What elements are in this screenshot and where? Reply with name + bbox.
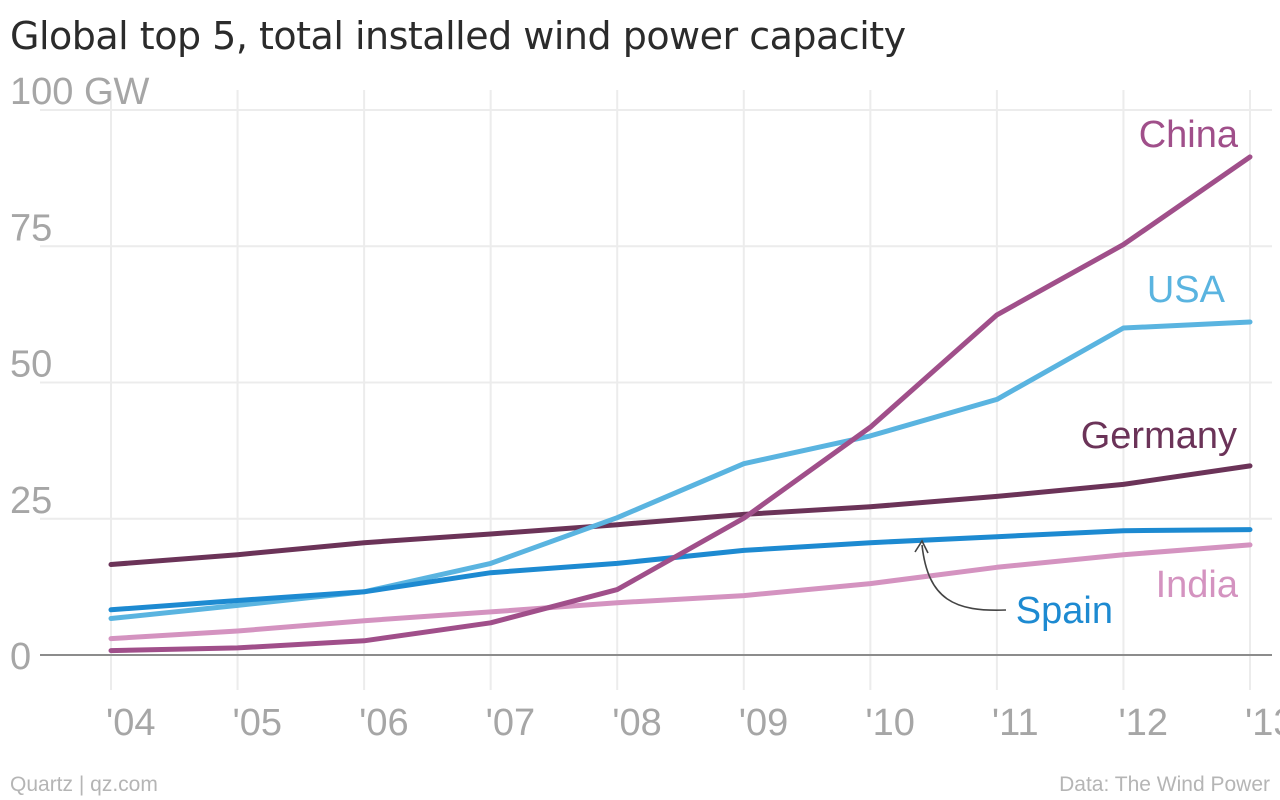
source-credit: Quartz | qz.com [10, 773, 158, 796]
x-tick-label: '10 [865, 702, 915, 744]
y-axis-ticks: 0 25 50 75 100 GW [10, 71, 150, 678]
gridlines [40, 90, 1272, 690]
series-line-india [108, 542, 1253, 642]
x-tick-label: '09 [739, 702, 789, 744]
x-tick-label: '05 [233, 702, 283, 744]
series-labels: Germany USA Spain India China [1016, 114, 1239, 632]
series-label-india: India [1156, 564, 1239, 606]
x-axis-ticks: '04 '05 '06 '07 '08 '09 '10 '11 '12 '13 [106, 702, 1280, 744]
series-lines [108, 154, 1253, 654]
chart-title: Global top 5, total installed wind power… [10, 14, 906, 58]
spain-annotation-arrowhead [914, 539, 929, 554]
x-tick-label: '12 [1118, 702, 1168, 744]
series-label-china: China [1139, 114, 1239, 156]
series-label-usa: USA [1147, 269, 1226, 311]
series-line-germany [108, 463, 1253, 567]
y-tick-label: 75 [10, 207, 52, 249]
x-tick-label: '06 [359, 702, 409, 744]
x-tick-label: '04 [106, 702, 156, 744]
y-tick-label: 25 [10, 480, 52, 522]
y-tick-label: 100 GW [10, 71, 150, 113]
x-tick-label: '07 [486, 702, 536, 744]
spain-annotation-arrow [921, 544, 1007, 611]
series-label-spain: Spain [1016, 590, 1113, 632]
data-source: Data: The Wind Power [1059, 773, 1270, 796]
series-line-china [108, 154, 1253, 654]
x-tick-label: '13 [1245, 702, 1280, 744]
series-line-usa [108, 319, 1253, 621]
x-tick-label: '11 [992, 702, 1039, 744]
series-line-spain [108, 527, 1253, 613]
y-tick-label: 0 [10, 636, 31, 678]
x-tick-label: '08 [612, 702, 662, 744]
series-label-germany: Germany [1081, 415, 1237, 457]
y-tick-label: 50 [10, 344, 52, 386]
